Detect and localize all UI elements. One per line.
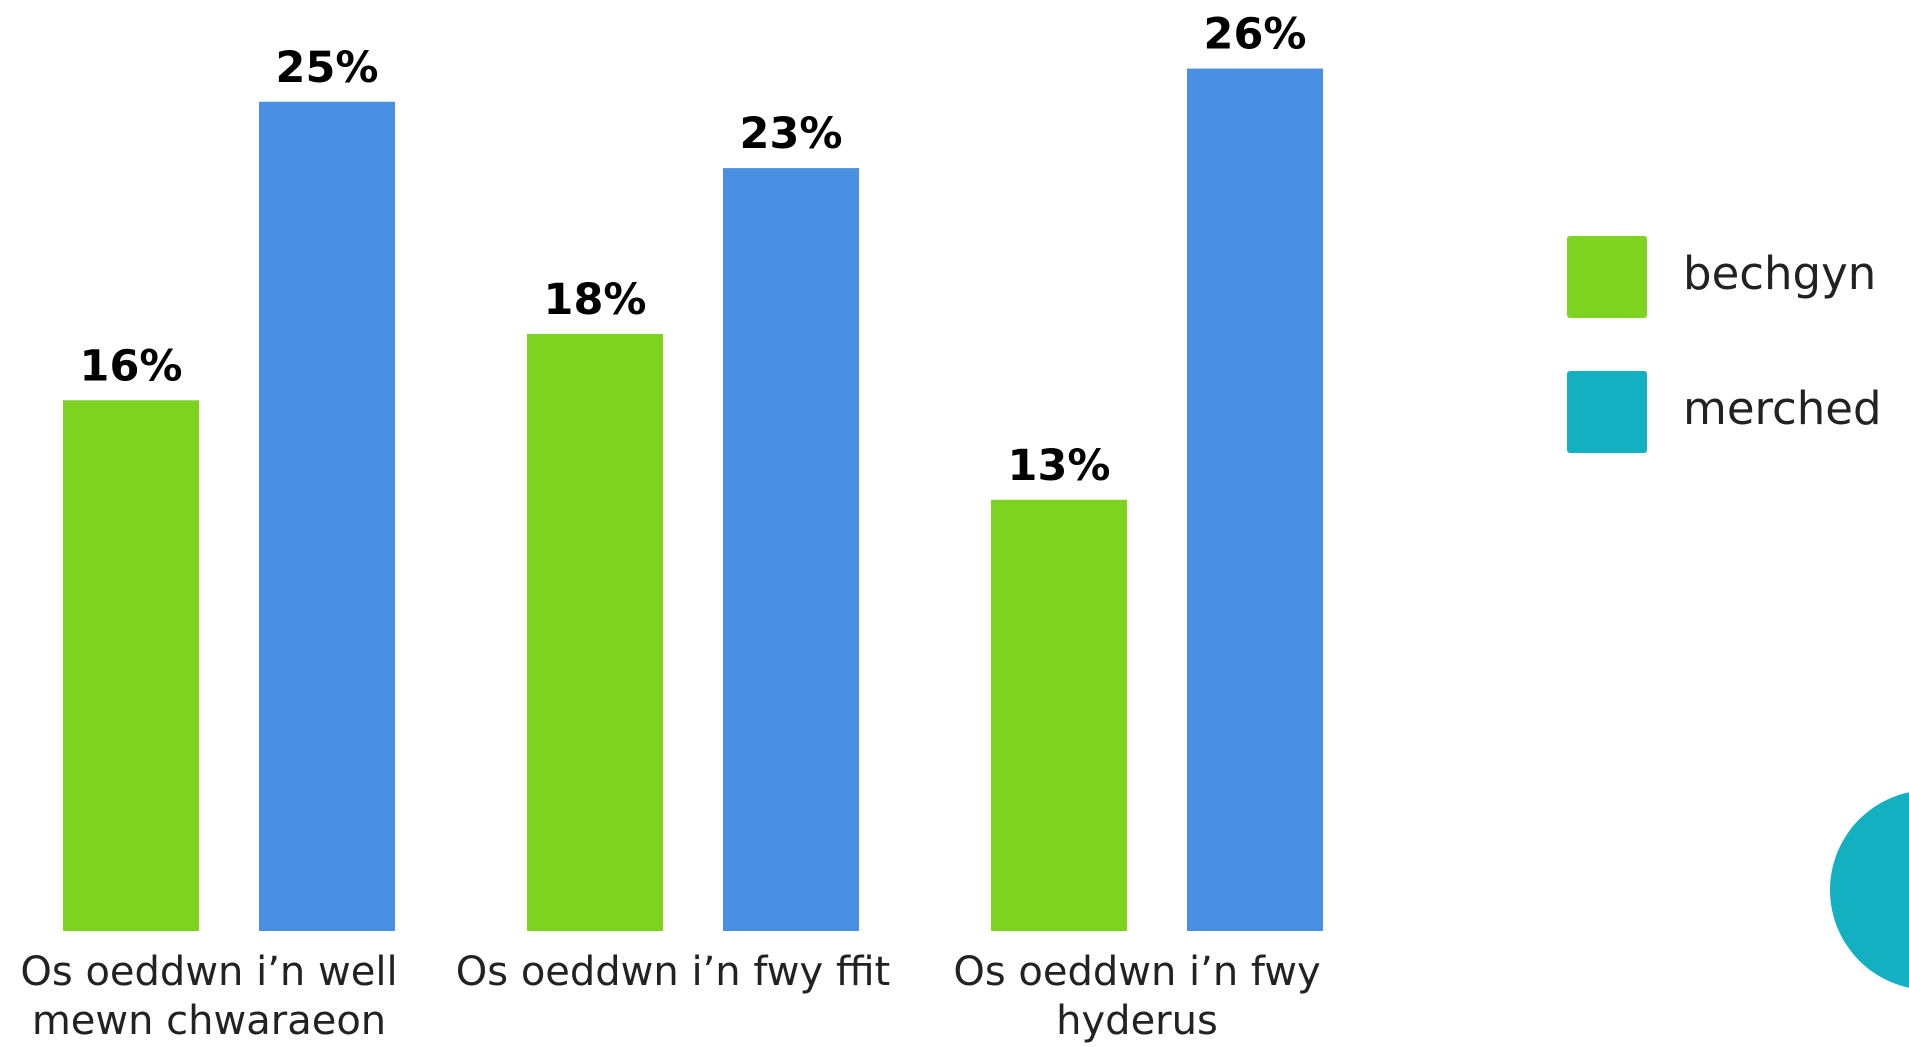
bar <box>723 168 859 932</box>
legend-label: merched <box>1683 382 1882 435</box>
bar <box>991 499 1127 931</box>
value-label: 25% <box>276 43 379 93</box>
value-label: 26% <box>1204 10 1307 60</box>
value-label: 16% <box>80 341 183 391</box>
bar <box>63 400 199 931</box>
x-tick-label: Os oeddwn i’n fwy hyderus <box>953 949 1321 1044</box>
x-tick-label: Os oeddwn i’n well mewn chwaraeon <box>20 949 398 1044</box>
legend-swatch <box>1567 371 1647 453</box>
legend-label: bechgyn <box>1683 247 1876 300</box>
bar <box>1187 68 1323 931</box>
value-label: 23% <box>740 109 843 159</box>
value-label: 18% <box>544 275 647 325</box>
value-label: 13% <box>1008 441 1111 491</box>
legend-swatch <box>1567 236 1647 318</box>
bar <box>527 333 663 931</box>
bar <box>259 101 395 931</box>
illustration <box>1830 792 1909 988</box>
x-tick-label: Os oeddwn i’n fwy ffit <box>455 949 891 995</box>
